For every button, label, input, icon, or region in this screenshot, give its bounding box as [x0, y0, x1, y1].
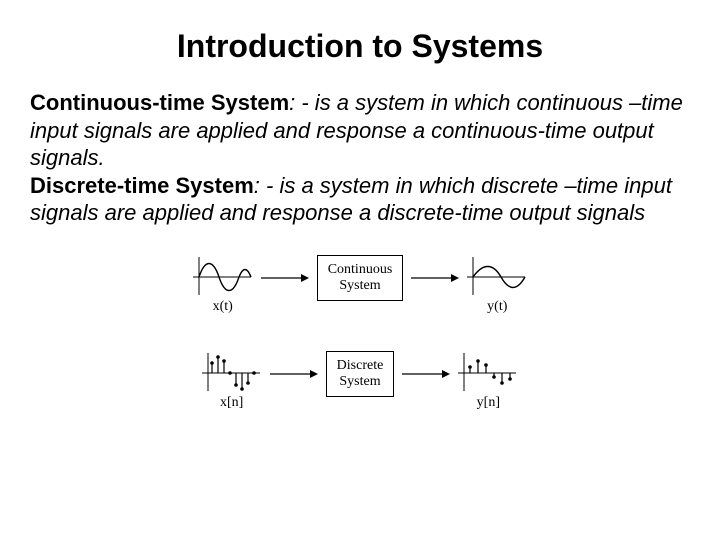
- body-text: Continuous-time System: - is a system in…: [30, 89, 690, 227]
- discrete-input-stem-icon: [202, 351, 262, 393]
- output-signal-continuous: y(t): [467, 255, 527, 315]
- arrow-icon: [270, 364, 318, 384]
- box-line1: Continuous: [328, 262, 393, 278]
- discrete-output-stem-icon: [458, 351, 518, 393]
- discrete-diagram: x[n] Discrete System y[n]: [145, 351, 575, 411]
- arrow-icon: [261, 268, 309, 288]
- continuous-system-box: Continuous System: [317, 255, 404, 301]
- discrete-system-box: Discrete System: [326, 351, 395, 397]
- output-signal-discrete: y[n]: [458, 351, 518, 411]
- output-label-continuous: y(t): [487, 299, 507, 315]
- box-line2: System: [328, 278, 393, 294]
- input-signal-continuous: x(t): [193, 255, 253, 315]
- continuous-output-wave-icon: [467, 255, 527, 297]
- term-continuous: Continuous-time System: [30, 90, 289, 115]
- output-label-discrete: y[n]: [477, 395, 500, 411]
- box-line1: Discrete: [337, 358, 384, 374]
- input-signal-discrete: x[n]: [202, 351, 262, 411]
- input-label-discrete: x[n]: [220, 395, 243, 411]
- arrow-icon: [402, 364, 450, 384]
- diagrams-region: x(t) Continuous System y(t): [145, 255, 575, 447]
- continuous-input-wave-icon: [193, 255, 253, 297]
- term-discrete: Discrete-time System: [30, 173, 254, 198]
- input-label-continuous: x(t): [213, 299, 233, 315]
- arrow-icon: [411, 268, 459, 288]
- box-line2: System: [337, 374, 384, 390]
- page-title: Introduction to Systems: [30, 28, 690, 65]
- continuous-diagram: x(t) Continuous System y(t): [145, 255, 575, 315]
